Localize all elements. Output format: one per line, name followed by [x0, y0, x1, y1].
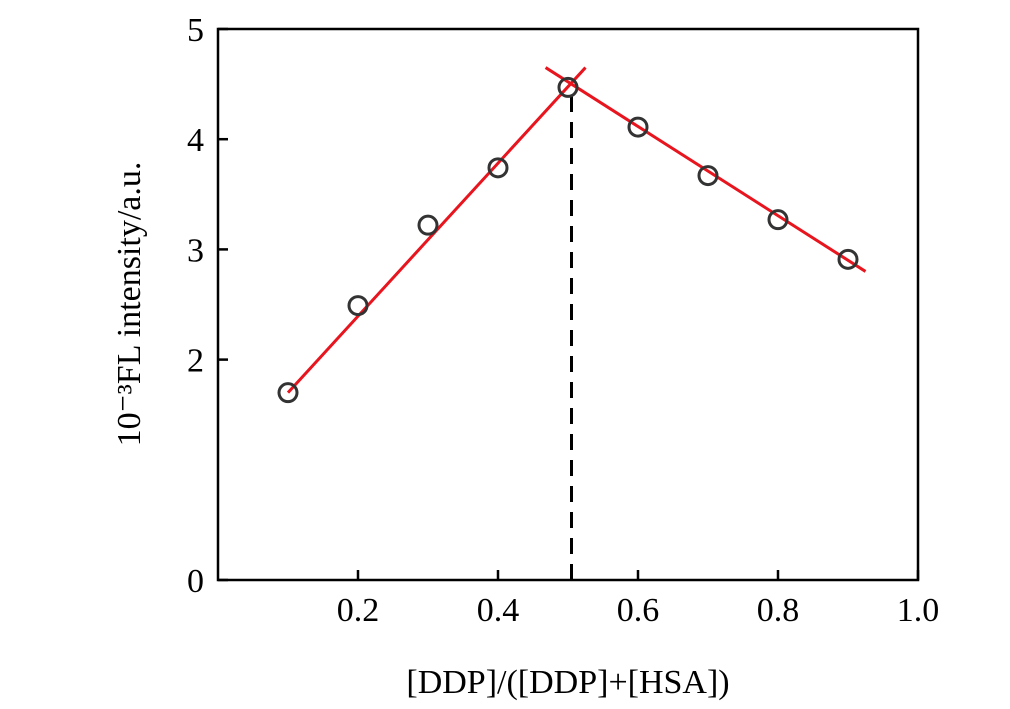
- y-tick-label: 3: [187, 232, 204, 269]
- data-point: [277, 382, 299, 404]
- x-tick-label: 0.2: [337, 592, 380, 629]
- data-point: [487, 157, 509, 179]
- x-tick-label: 0.6: [617, 592, 660, 629]
- y-tick-label: 5: [187, 12, 204, 49]
- data-point: [417, 214, 439, 236]
- fit-lines: [286, 66, 867, 394]
- y-axis-label: 10⁻³FL intensity/a.u.: [111, 162, 148, 447]
- y-axis-ticks: 0 2 3 4 5: [187, 12, 228, 600]
- x-axis-ticks: 0.2 0.4 0.6 0.8 1.0: [337, 570, 940, 629]
- x-tick-label: 1.0: [897, 592, 940, 629]
- data-point: [697, 165, 719, 187]
- y-tick-label: 4: [187, 122, 204, 159]
- x-tick-label: 0.4: [477, 592, 520, 629]
- data-points: [277, 76, 859, 404]
- data-point: [767, 209, 789, 231]
- data-point: [557, 76, 579, 98]
- data-point: [627, 116, 649, 138]
- x-axis-label: [DDP]/([DDP]+[HSA]): [406, 664, 729, 701]
- plot-frame: [216, 27, 920, 582]
- y-tick-label: 2: [187, 343, 204, 380]
- data-point: [347, 295, 369, 317]
- x-tick-label: 0.8: [757, 592, 800, 629]
- data-point: [837, 248, 859, 270]
- fit-line: [544, 66, 867, 273]
- y-tick-label: 0: [187, 563, 204, 600]
